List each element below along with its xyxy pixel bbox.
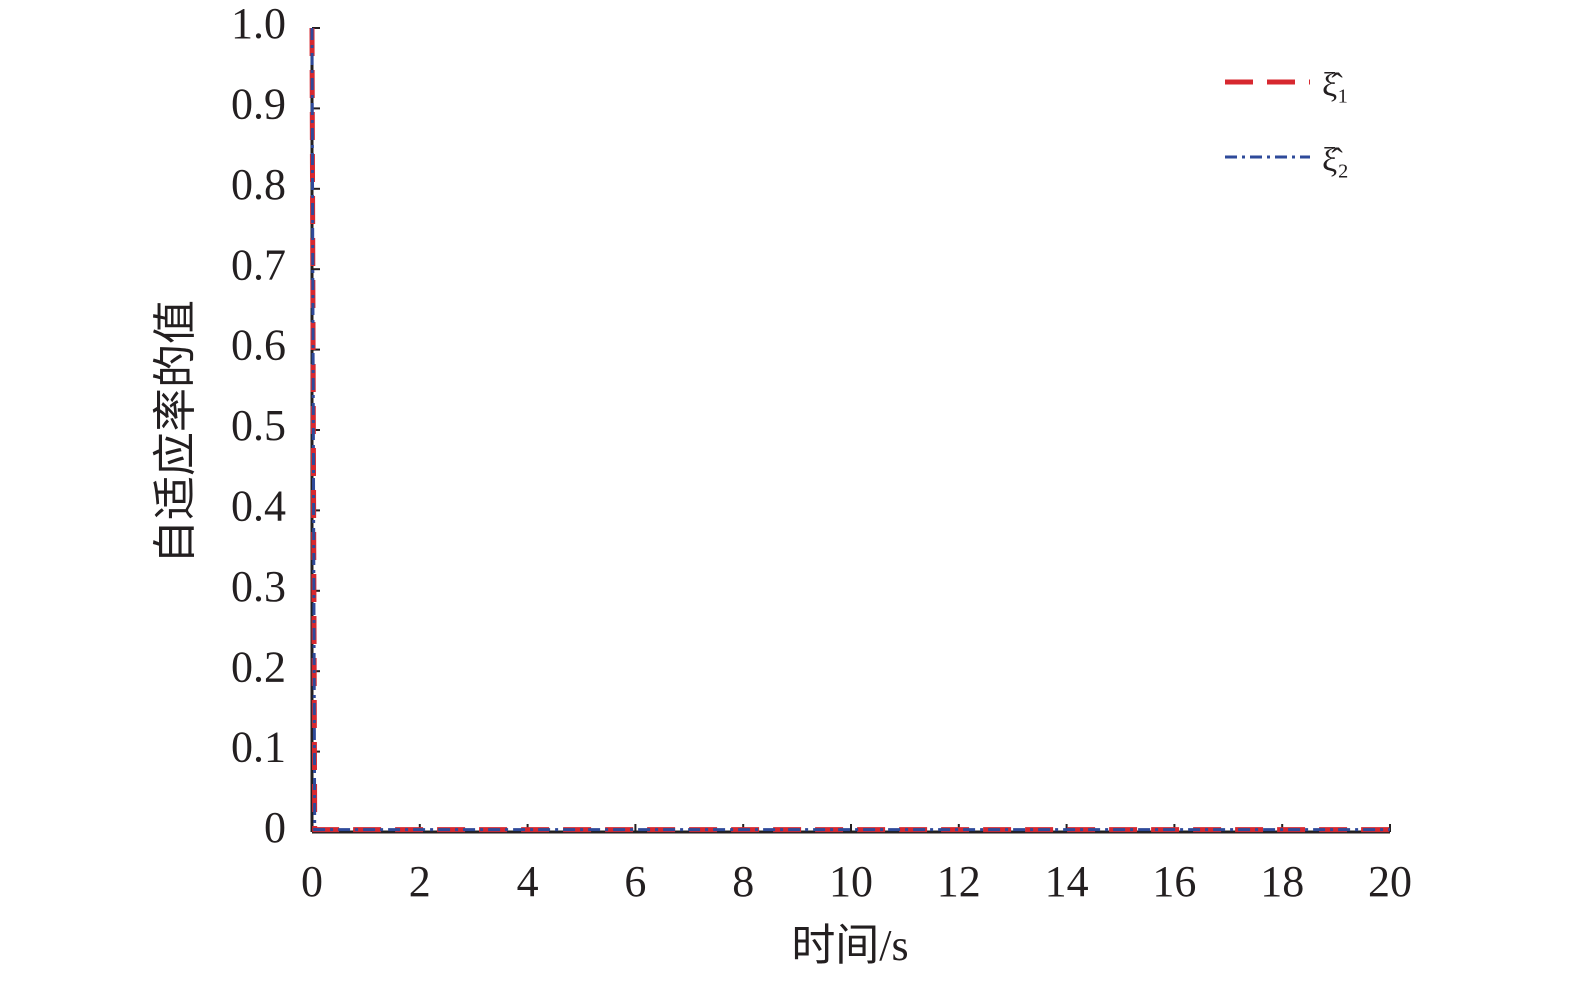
y-tick-label: 0.5 <box>231 401 286 450</box>
y-tick-label: 0.3 <box>231 562 286 611</box>
x-tick-label: 6 <box>624 857 646 906</box>
y-axis-label: 自适应率的值 <box>151 300 200 564</box>
x-tick-label: 16 <box>1152 857 1196 906</box>
x-tick-label: 2 <box>409 857 431 906</box>
y-tick-label: 0.7 <box>231 240 286 289</box>
x-tick-label: 10 <box>829 857 873 906</box>
legend-text: ξ̂₂ <box>1322 142 1349 179</box>
x-tick-label: 0 <box>301 857 323 906</box>
x-tick-label: 4 <box>517 857 539 906</box>
x-tick-label: 14 <box>1045 857 1089 906</box>
y-tick-label: 0.4 <box>231 481 286 530</box>
y-tick-label: 1.0 <box>231 0 286 48</box>
x-tick-label: 18 <box>1260 857 1304 906</box>
x-axis-label: 时间/s <box>791 921 908 970</box>
x-tick-label: 8 <box>732 857 754 906</box>
x-tick-label: 12 <box>937 857 981 906</box>
y-tick-label: 0.1 <box>231 723 286 772</box>
y-tick-label: 0.2 <box>231 642 286 691</box>
y-tick-label: 0.8 <box>231 160 286 209</box>
series-line <box>310 27 1390 832</box>
y-tick-label: 0.9 <box>231 79 286 128</box>
series-line <box>309 27 1390 833</box>
x-tick-label: 20 <box>1368 857 1412 906</box>
y-tick-label: 0 <box>264 803 286 852</box>
y-tick-label: 0.6 <box>231 321 286 370</box>
legend-text: ξ̂₁ <box>1322 67 1349 104</box>
